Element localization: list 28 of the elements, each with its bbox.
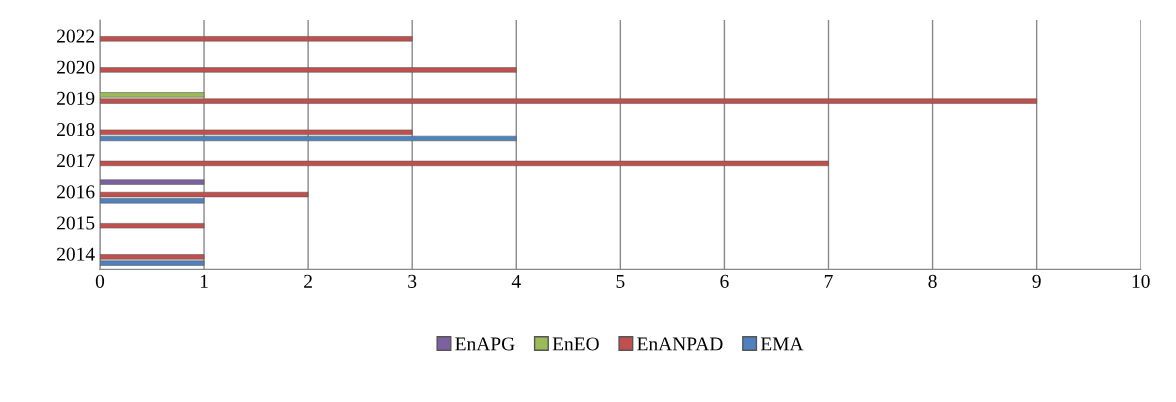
x-tick-label: 5 <box>616 274 625 288</box>
y-tick-label: 2020 <box>57 60 95 74</box>
y-tick-label: 2022 <box>57 29 95 43</box>
y-tick-label: 2016 <box>57 185 95 199</box>
y-tick-label: 2017 <box>57 154 95 168</box>
x-tick-label: 1 <box>200 274 208 288</box>
y-tick-label: 2018 <box>57 122 95 137</box>
x-tick-label: 3 <box>408 274 417 288</box>
legend-label: EnEO <box>552 337 599 351</box>
bar <box>99 223 205 229</box>
x-tick-label: 8 <box>928 274 937 288</box>
x-tick-label: 0 <box>95 274 105 288</box>
x-tick-label: 7 <box>824 274 833 288</box>
bar <box>99 36 413 42</box>
legend-label: EnANPAD <box>637 337 723 351</box>
x-tick-label: 4 <box>511 274 521 288</box>
y-tick-label: 2019 <box>57 91 95 105</box>
x-tick-label: 2 <box>304 274 312 288</box>
y-tick-label: 2014 <box>57 247 95 261</box>
bar <box>99 179 205 185</box>
x-tick-label: 10 <box>1132 274 1150 288</box>
bar <box>99 67 517 73</box>
legend-label: EnAPG <box>455 337 515 351</box>
bar <box>99 160 829 167</box>
y-tick-label: 2015 <box>57 216 95 230</box>
legend-label: EMA <box>760 337 804 351</box>
x-tick-label: 6 <box>720 274 729 288</box>
x-tick-label: 9 <box>1032 274 1041 288</box>
